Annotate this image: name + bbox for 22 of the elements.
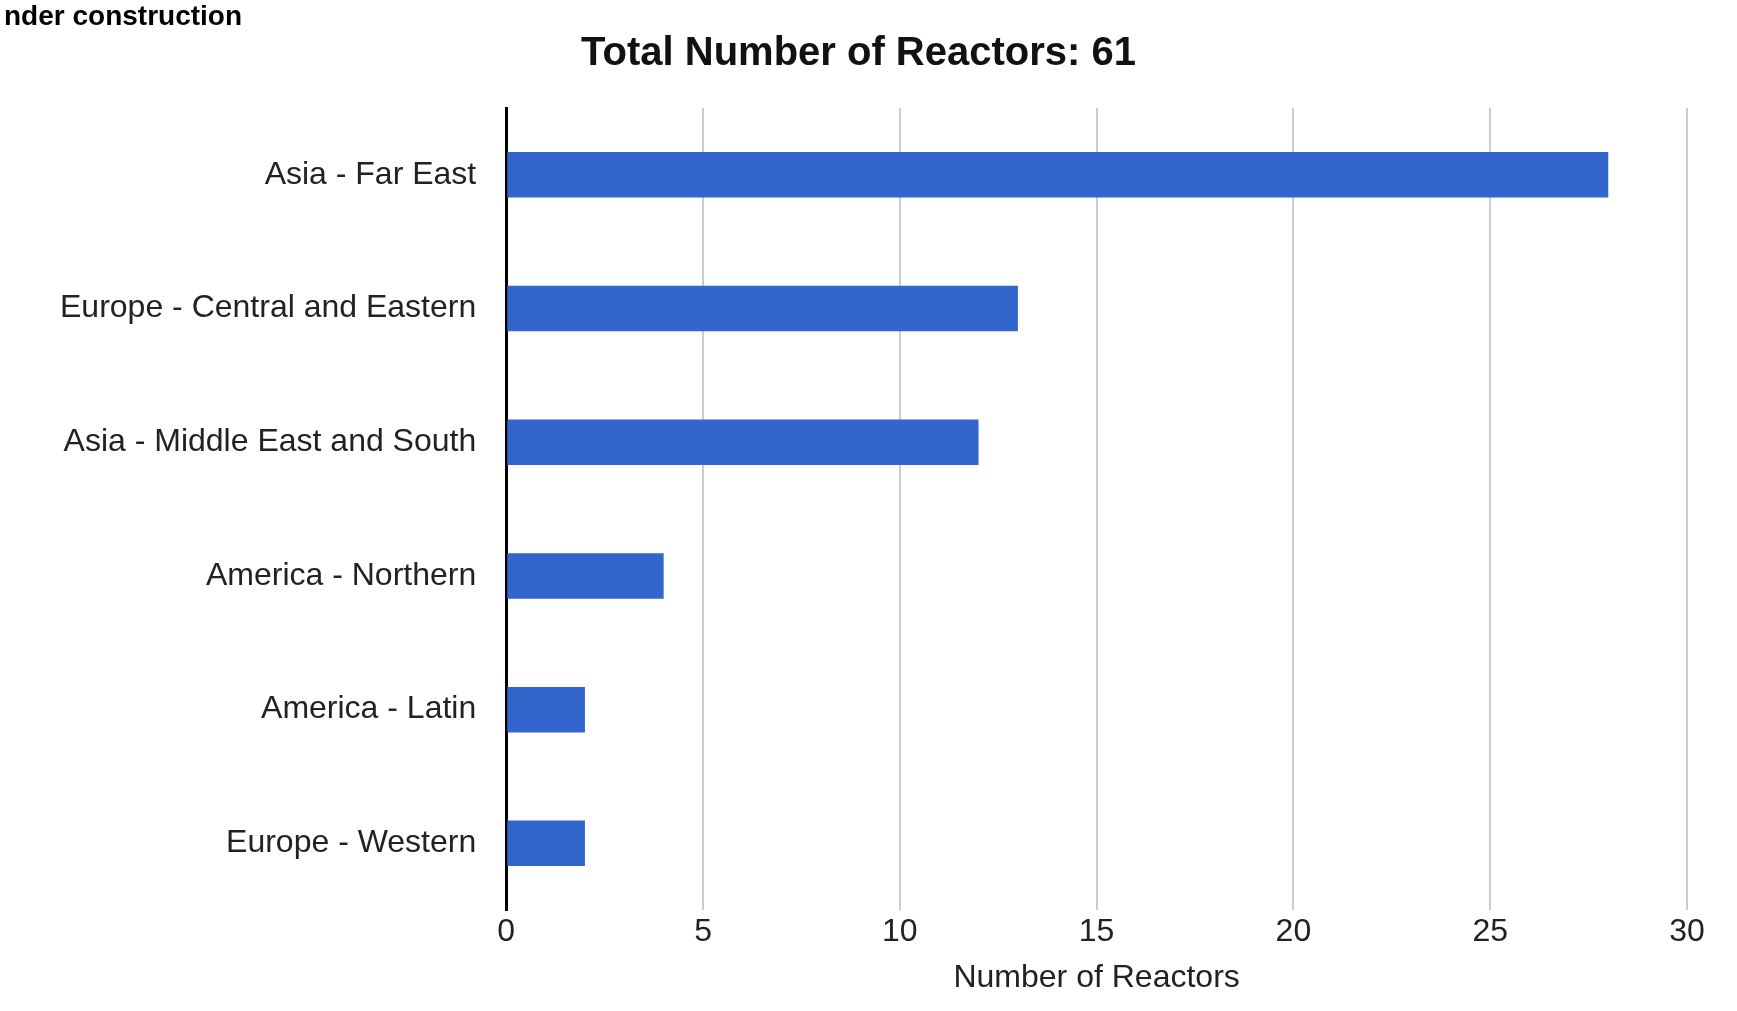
y-tick-label: Europe - Western xyxy=(226,823,477,860)
y-tick-label: Asia - Middle East and South xyxy=(63,422,477,459)
x-tick-label: 25 xyxy=(1472,912,1508,949)
x-tick-label: 0 xyxy=(497,912,516,949)
text: nder construction xyxy=(4,0,243,32)
x-tick-label: 5 xyxy=(694,912,712,949)
x-axis-title: Number of Reactors xyxy=(953,957,1240,994)
chart-title: Total Number of Reactors: 61 xyxy=(581,29,1136,74)
x-tick-label: 10 xyxy=(882,912,918,949)
y-tick-label: Europe - Central and Eastern xyxy=(60,288,477,325)
bar xyxy=(507,820,585,867)
y-tick-label: Asia - Far East xyxy=(264,154,477,191)
bar xyxy=(507,553,664,599)
x-tick-label: 15 xyxy=(1078,912,1115,949)
y-tick-label: America - Latin xyxy=(261,689,477,726)
x-tick-label: 30 xyxy=(1669,912,1705,949)
bar xyxy=(507,686,585,733)
x-tick-label: 20 xyxy=(1275,912,1312,949)
bar xyxy=(507,419,979,465)
y-tick-label: America - Northern xyxy=(205,555,477,592)
bar xyxy=(507,285,1018,332)
bar xyxy=(507,152,1609,198)
